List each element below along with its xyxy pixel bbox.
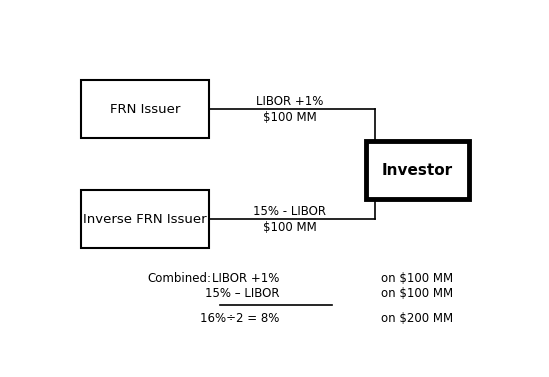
Text: LIBOR +1%: LIBOR +1%	[212, 273, 279, 285]
Text: on $200 MM: on $200 MM	[382, 312, 453, 325]
Text: on $100 MM: on $100 MM	[382, 287, 453, 300]
Text: FRN Issuer: FRN Issuer	[110, 103, 181, 116]
FancyBboxPatch shape	[367, 141, 469, 199]
Text: LIBOR +1%: LIBOR +1%	[256, 95, 323, 108]
Text: 16%÷2 = 8%: 16%÷2 = 8%	[200, 312, 279, 325]
Text: Combined:: Combined:	[147, 273, 211, 285]
Text: on $100 MM: on $100 MM	[382, 273, 453, 285]
FancyBboxPatch shape	[81, 80, 209, 138]
Text: 15% - LIBOR: 15% - LIBOR	[254, 205, 326, 218]
Text: $100 MM: $100 MM	[263, 110, 317, 124]
Text: Inverse FRN Issuer: Inverse FRN Issuer	[83, 213, 207, 226]
FancyBboxPatch shape	[81, 190, 209, 248]
Text: 15% – LIBOR: 15% – LIBOR	[205, 287, 279, 300]
Text: Investor: Investor	[382, 162, 453, 178]
Text: $100 MM: $100 MM	[263, 221, 317, 234]
